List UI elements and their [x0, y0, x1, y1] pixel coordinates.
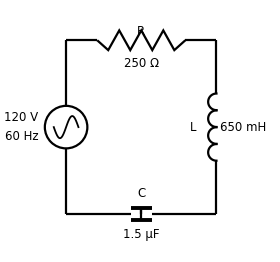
Text: 120 V: 120 V	[4, 111, 38, 124]
Text: 60 Hz: 60 Hz	[5, 130, 38, 144]
Text: R: R	[137, 25, 145, 38]
Text: 1.5 μF: 1.5 μF	[123, 228, 160, 241]
Text: L: L	[190, 121, 197, 134]
Text: C: C	[137, 187, 145, 200]
Text: 650 mH: 650 mH	[220, 121, 267, 134]
Text: 250 Ω: 250 Ω	[124, 57, 159, 70]
